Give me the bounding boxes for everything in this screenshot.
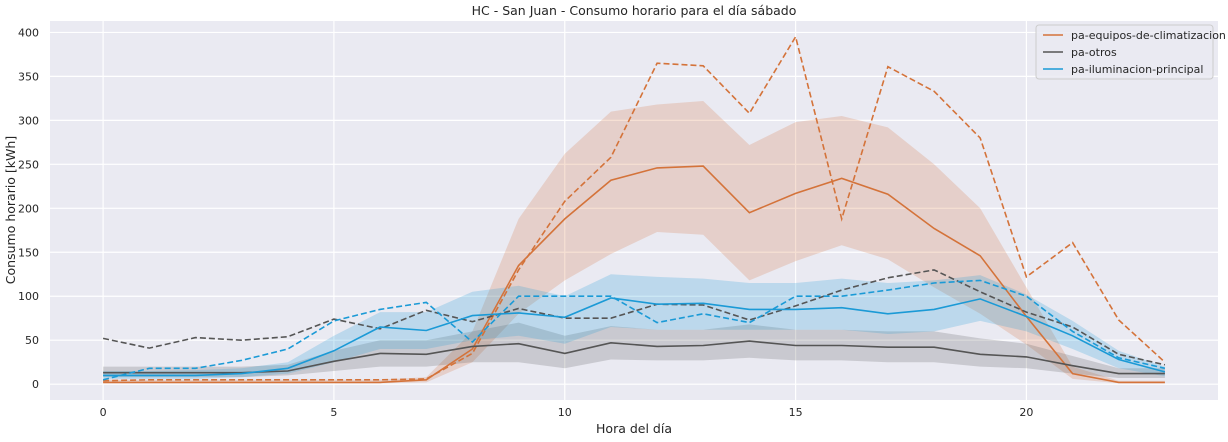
plot-background [50, 21, 1218, 400]
series-lines [102, 34, 1166, 384]
confidence-bands [103, 101, 1165, 384]
y-tick-label: 250 [18, 158, 39, 171]
band-pa-otros [103, 322, 1165, 378]
line-pa-equipos-de-climatizacion [103, 165, 1165, 384]
x-tick-label: 15 [789, 406, 803, 419]
y-tick-label: 150 [18, 246, 39, 259]
x-axis-label: Hora del día [596, 421, 672, 436]
line-pa-otros [103, 340, 1165, 375]
y-tick-labels: 0 50 100 150 200 250 300 350 400 [18, 26, 39, 391]
legend-box [1035, 24, 1214, 80]
x-tick-labels: 0 5 10 15 20 [100, 406, 1034, 419]
grid-lines [50, 21, 1218, 400]
y-tick-label: 400 [18, 26, 39, 39]
dashed-line-pa-equipos-de-climatizacion [103, 34, 1166, 382]
legend-label: pa-equipos-de-climatizacion [1071, 29, 1226, 42]
legend-label: pa-otros [1071, 46, 1117, 59]
x-tick-label: 5 [330, 406, 337, 419]
band-pa-equipos-de-climatizacion [103, 101, 1165, 384]
legend-label: pa-iluminacion-principal [1071, 63, 1203, 76]
band-pa-iluminacion-principal [103, 274, 1165, 379]
y-tick-label: 50 [25, 334, 39, 347]
x-tick-label: 0 [100, 406, 107, 419]
x-tick-label: 10 [558, 406, 572, 419]
dashed-line-pa-iluminacion-principal [102, 279, 1166, 381]
legend: pa-equipos-de-climatizacion pa-otros pa-il… [1035, 24, 1226, 80]
chart-title: HC - San Juan - Consumo horario para el … [472, 3, 797, 18]
y-tick-label: 200 [18, 202, 39, 215]
y-axis-label: Consumo horario [kWh] [3, 136, 18, 284]
x-tick-label: 20 [1019, 406, 1033, 419]
y-tick-label: 100 [18, 290, 39, 303]
y-tick-label: 0 [32, 378, 39, 391]
line-pa-iluminacion-principal [103, 297, 1166, 377]
y-tick-label: 300 [18, 114, 39, 127]
y-tick-label: 350 [18, 70, 39, 83]
